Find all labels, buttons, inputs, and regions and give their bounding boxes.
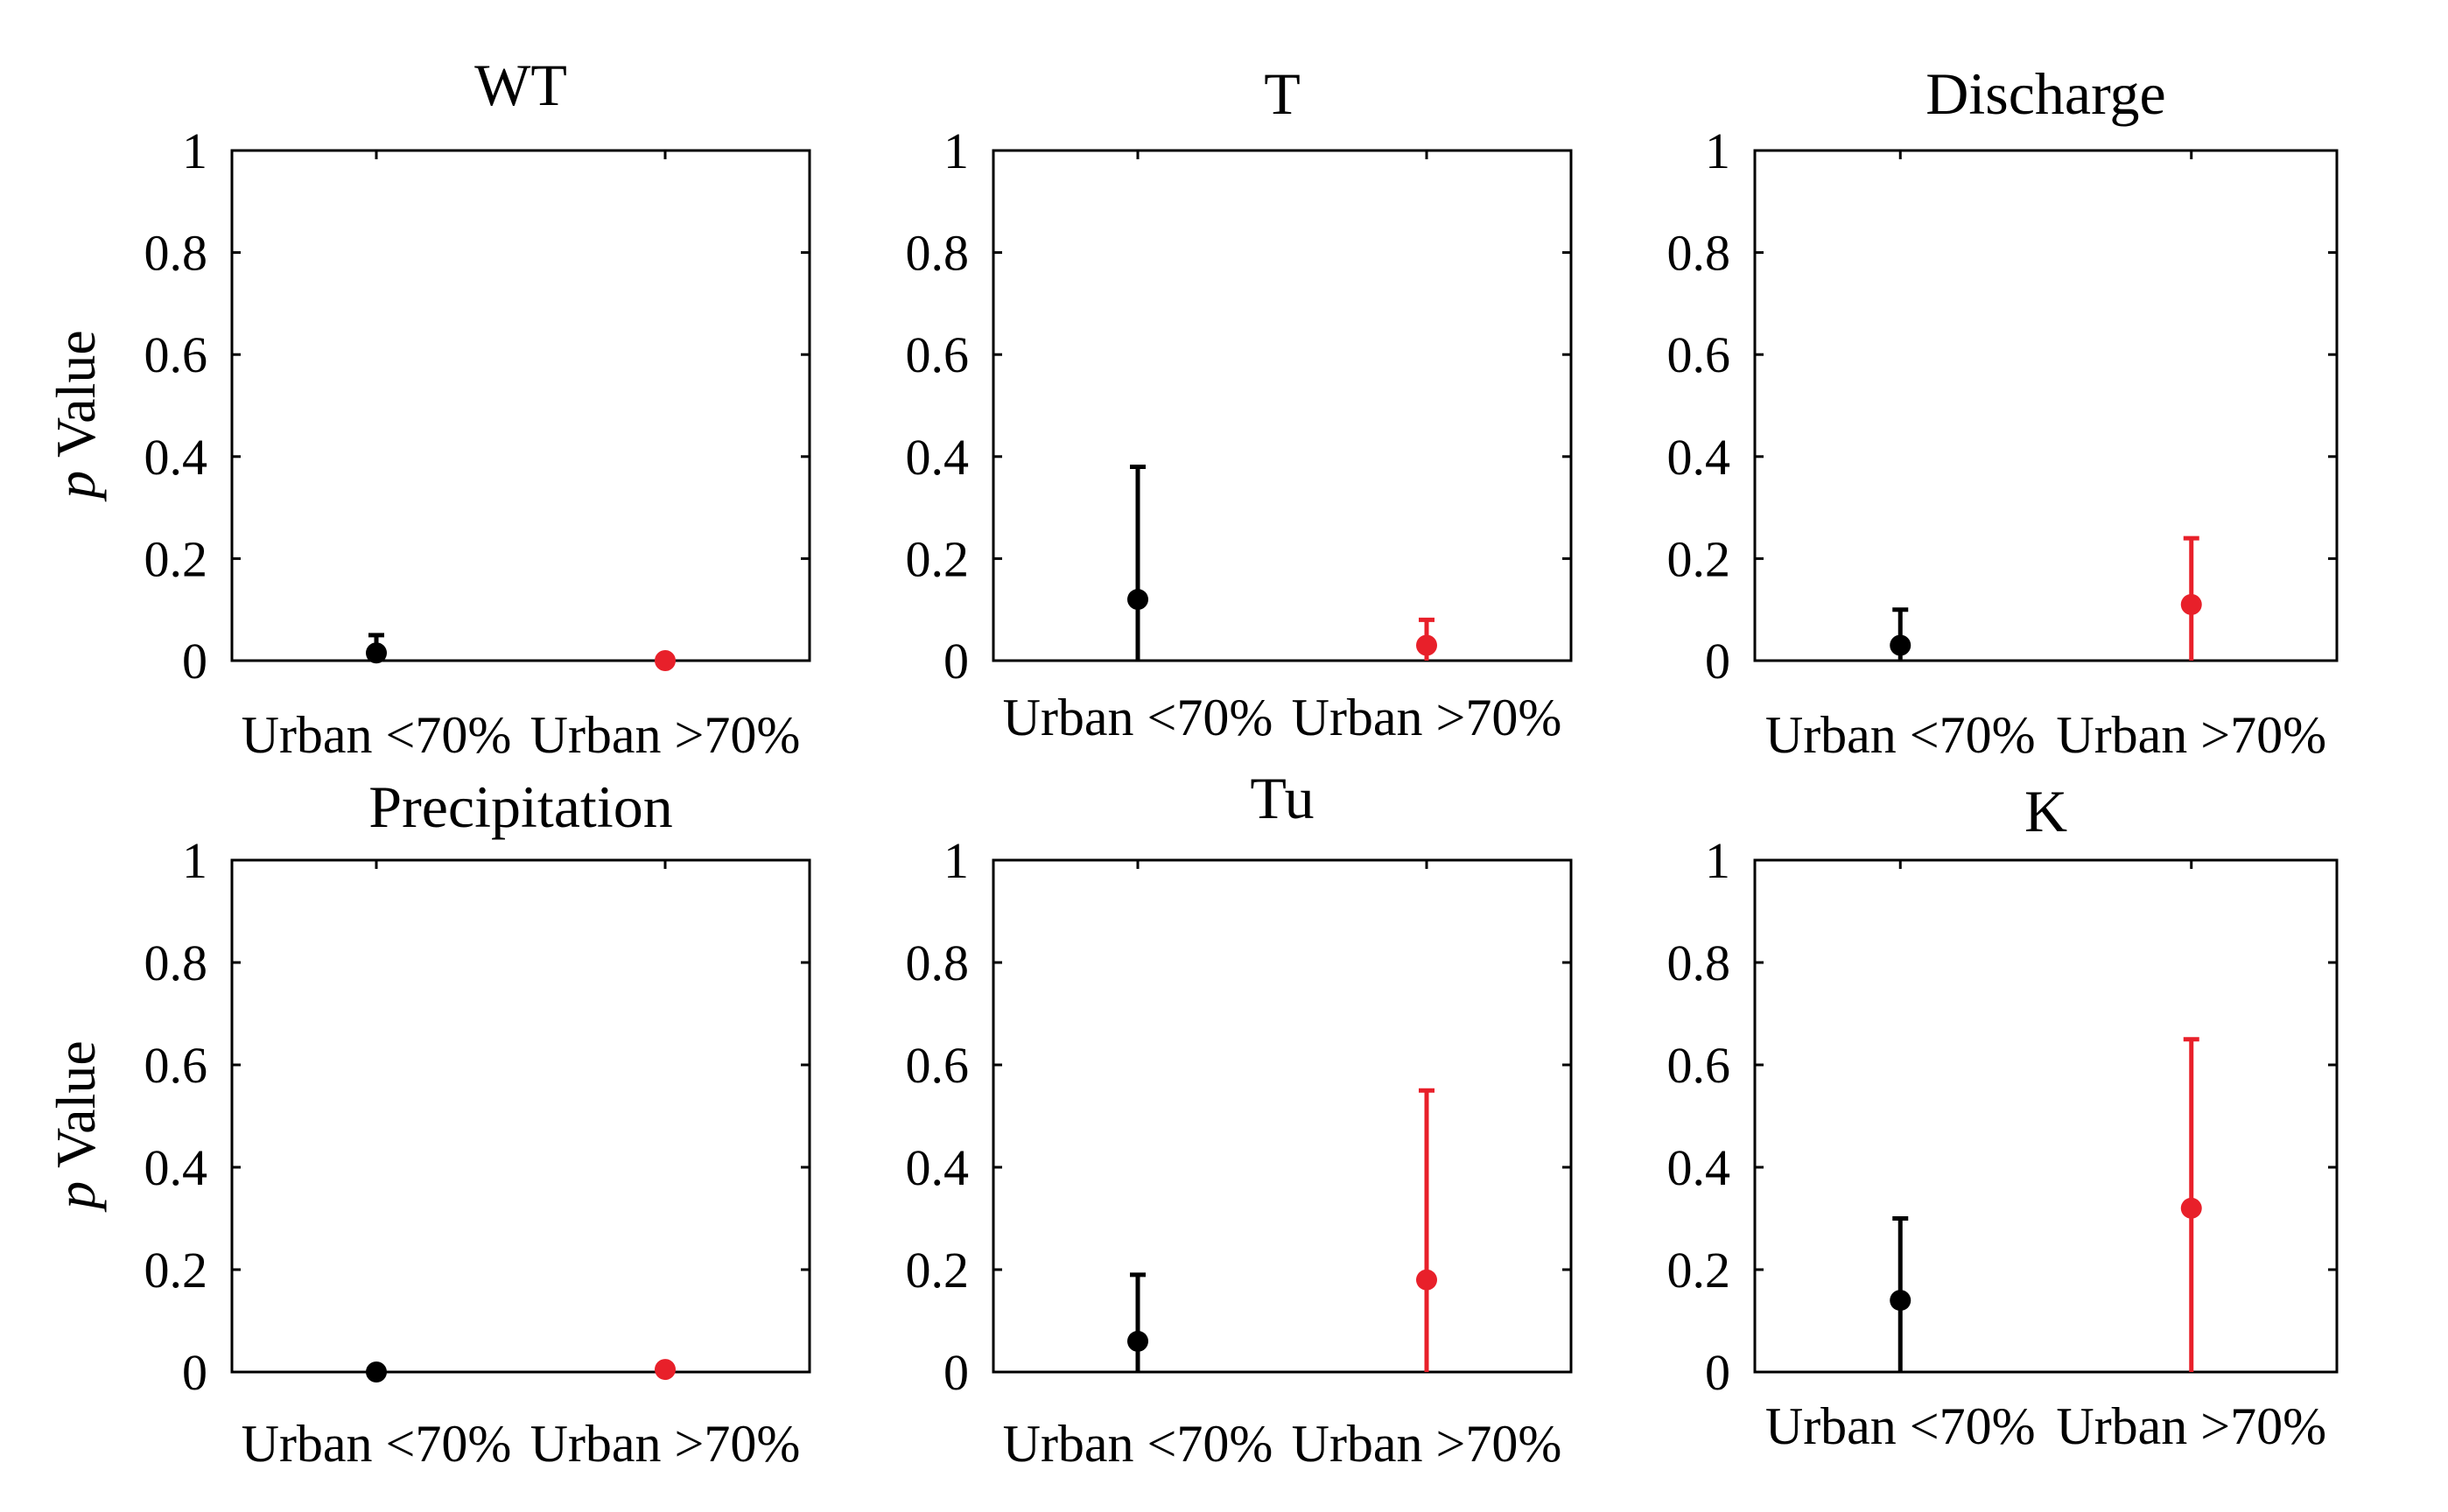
- y-axis-label-italic: p: [45, 1181, 107, 1213]
- chart-panel-1: WT 0 0.2 0.4 0.6 0.8 1 Urban <70% Urban >70% p Va…: [45, 52, 811, 764]
- x-category-label: Urban >70%: [2056, 1397, 2326, 1455]
- y-tick-label: 0.8: [144, 225, 208, 282]
- y-tick-label: 0.2: [1667, 1242, 1731, 1298]
- y-tick-label: 1: [943, 832, 969, 889]
- chart-panel-2: T 0 0.2 0.4 0.6 0.8 1 Urban <70% Urban >70%: [906, 60, 1573, 746]
- chart-panel-6: K 0 0.2 0.4 0.6 0.8 1 Urban <70% Urban >70%: [1667, 778, 2339, 1455]
- y-axis-label: p Value: [45, 330, 107, 502]
- plot-frame: [230, 858, 811, 1374]
- x-category-label: Urban >70%: [1292, 689, 1562, 746]
- y-tick-label: 0: [1705, 1344, 1730, 1401]
- y-tick-label: 1: [1705, 122, 1730, 179]
- panel-title: Tu: [1250, 765, 1314, 831]
- data-point: [655, 1359, 676, 1381]
- y-tick-label: 0.6: [906, 1037, 970, 1094]
- y-axis-label-italic: p: [45, 471, 107, 502]
- y-tick-label: 0.2: [906, 1242, 970, 1298]
- panel-title: Precipitation: [368, 774, 672, 840]
- x-category-label: Urban >70%: [2056, 706, 2326, 764]
- y-tick-label: 1: [182, 832, 207, 889]
- y-tick-label: 0.6: [1667, 326, 1731, 383]
- panel-title: WT: [474, 52, 567, 118]
- x-category-label: Urban >70%: [530, 1415, 801, 1473]
- chart-panel-5: Tu 0 0.2 0.4 0.6 0.8 1 Urban <70% Urban >70%: [906, 765, 1573, 1473]
- y-tick-label: 0.2: [144, 530, 208, 587]
- y-axis-label-text: Value: [45, 1040, 107, 1181]
- panel-title: K: [2024, 778, 2067, 844]
- data-point: [1416, 1269, 1437, 1291]
- y-tick-label: 0.4: [906, 429, 970, 486]
- y-tick-label: 0.4: [1667, 429, 1731, 486]
- y-tick-label: 1: [943, 122, 969, 179]
- y-tick-label: 0.2: [144, 1242, 208, 1298]
- plot-frame: [992, 149, 1573, 662]
- y-tick-label: 0.6: [906, 326, 970, 383]
- y-tick-label: 0.8: [906, 225, 970, 282]
- y-tick-label: 0: [1705, 633, 1730, 690]
- x-category-label: Urban <70%: [242, 1415, 512, 1473]
- y-tick-label: 0.8: [906, 934, 970, 991]
- y-axis-label: p Value: [45, 1040, 107, 1213]
- y-tick-label: 0.4: [144, 429, 208, 486]
- chart-panel-4: Precipitation 0 0.2 0.4 0.6 0.8 1 Urban <70% Urb…: [45, 774, 811, 1473]
- x-category-label: Urban <70%: [1765, 706, 2036, 764]
- chart-panel-3: Discharge 0 0.2 0.4 0.6 0.8 1 Urban <70% Urban >…: [1667, 60, 2339, 764]
- y-tick-label: 0: [182, 633, 207, 690]
- data-point: [1890, 634, 1911, 656]
- y-tick-label: 0.4: [144, 1139, 208, 1196]
- y-tick-label: 0: [943, 1344, 969, 1401]
- y-tick-label: 0.8: [144, 934, 208, 991]
- x-category-label: Urban <70%: [1003, 689, 1273, 746]
- x-category-label: Urban <70%: [1765, 1397, 2036, 1455]
- y-tick-label: 0: [943, 633, 969, 690]
- y-tick-label: 1: [182, 122, 207, 179]
- y-tick-label: 0.8: [1667, 225, 1731, 282]
- data-point: [2180, 593, 2202, 615]
- x-category-label: Urban <70%: [242, 706, 512, 764]
- data-point: [655, 650, 676, 671]
- y-tick-label: 0.2: [1667, 530, 1731, 587]
- y-tick-label: 0.6: [1667, 1037, 1731, 1094]
- x-category-label: Urban <70%: [1003, 1415, 1273, 1473]
- y-tick-label: 0.4: [1667, 1139, 1731, 1196]
- plot-frame: [992, 858, 1573, 1374]
- y-axis-label-text: Value: [45, 330, 107, 471]
- plot-frame: [1753, 858, 2339, 1374]
- y-tick-label: 0.8: [1667, 934, 1731, 991]
- y-tick-label: 1: [1705, 832, 1730, 889]
- data-point: [366, 642, 387, 664]
- panel-title: T: [1264, 60, 1301, 127]
- y-tick-label: 0: [182, 1344, 207, 1401]
- x-category-label: Urban >70%: [530, 706, 801, 764]
- plot-frame: [230, 149, 811, 662]
- x-category-label: Urban >70%: [1292, 1415, 1562, 1473]
- data-point: [1416, 634, 1437, 656]
- data-point: [366, 1362, 387, 1382]
- data-point: [1127, 1330, 1148, 1352]
- data-point: [2180, 1197, 2202, 1219]
- y-tick-label: 0.6: [144, 1037, 208, 1094]
- plot-frame: [1753, 149, 2339, 662]
- data-point: [1890, 1290, 1911, 1312]
- y-tick-label: 0.4: [906, 1139, 970, 1196]
- data-point: [1127, 589, 1148, 611]
- y-tick-label: 0.2: [906, 530, 970, 587]
- y-tick-label: 0.6: [144, 326, 208, 383]
- panel-title: Discharge: [1925, 60, 2165, 127]
